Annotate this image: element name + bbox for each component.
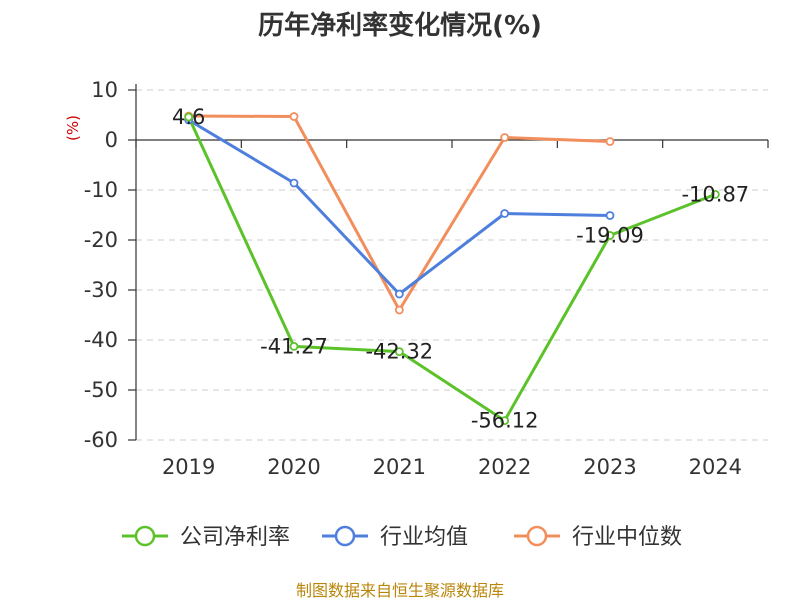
data-point [289, 112, 299, 121]
x-tick-label: 2023 [583, 455, 636, 479]
source-footnote: 制图数据来自恒生聚源数据库 [296, 581, 504, 600]
data-point [394, 289, 404, 299]
y-tick-label: -40 [84, 328, 118, 352]
data-point [394, 347, 404, 357]
y-tick-label: -50 [84, 378, 118, 402]
series-lines [187, 114, 716, 423]
series-line-0 [187, 116, 716, 423]
chart-title: 历年净利率变化情况(%) [258, 10, 542, 41]
data-point [500, 209, 510, 218]
data-labels: 4.6 -41.27 -42.32 -56.12 -19.09 -10.87 [172, 105, 749, 433]
legend: 公司净利率 行业均值 行业中位数 [122, 525, 682, 550]
data-label: -42.32 [365, 340, 433, 364]
data-label: 4.6 [172, 105, 205, 129]
data-points [184, 111, 720, 426]
legend-swatch-marker [134, 525, 156, 547]
data-label: -19.09 [576, 223, 644, 247]
data-point [500, 133, 510, 142]
data-point [289, 178, 299, 188]
x-tick-label: 2024 [689, 455, 742, 479]
data-point [605, 137, 615, 146]
data-point [500, 416, 510, 426]
data-point [605, 211, 615, 220]
legend-label: 行业中位数 [572, 525, 682, 550]
x-tick-label: 2019 [162, 455, 215, 479]
data-label: -10.87 [681, 182, 749, 206]
y-tick-label: -10 [84, 178, 118, 202]
y-tick-label: -30 [84, 278, 118, 302]
y-tick-label: -60 [84, 428, 118, 452]
y-tick-label: 0 [105, 128, 118, 152]
legend-swatch-marker [334, 525, 356, 547]
x-tick-label: 2022 [478, 455, 531, 479]
data-point [710, 189, 720, 199]
legend-label: 行业均值 [380, 525, 468, 550]
data-point [394, 305, 404, 315]
x-tick-label: 2021 [373, 455, 426, 479]
data-point [289, 341, 299, 351]
data-label: -56.12 [471, 409, 539, 433]
legend-swatch-marker [526, 525, 548, 547]
axes: 10 0 -10 -20 -30 -40 -50 -60 2019 2020 2021 2022 202… [84, 78, 769, 479]
y-axis-unit-label: (%) [64, 115, 82, 141]
x-tick-label: 2020 [267, 455, 320, 479]
data-point [605, 231, 615, 240]
legend-label: 公司净利率 [180, 525, 290, 550]
data-label: -41.27 [260, 334, 328, 358]
series-line-1 [187, 118, 611, 296]
data-point [184, 112, 194, 122]
y-tick-label: -20 [84, 228, 118, 252]
y-tick-label: 10 [91, 78, 118, 102]
